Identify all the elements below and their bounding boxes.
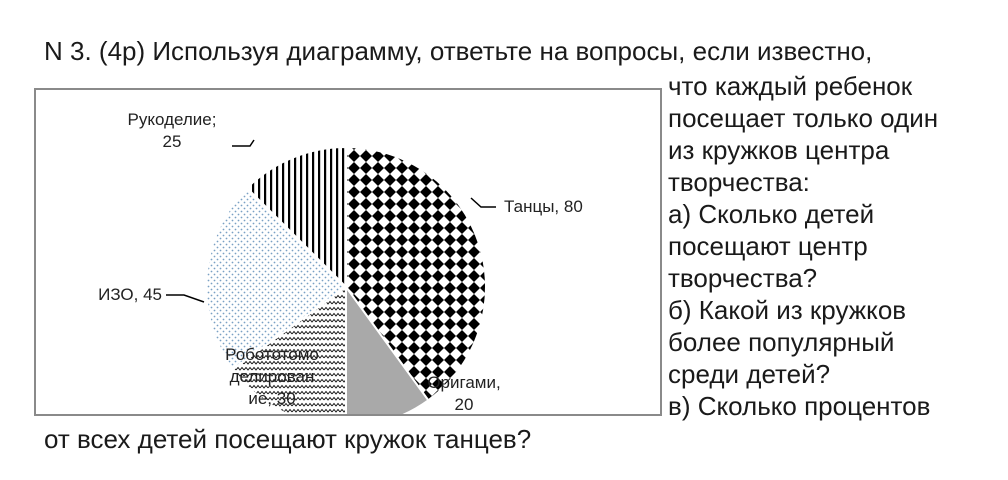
pie-leader-line-0: [470, 197, 496, 208]
side-line: что каждый ребенок: [668, 71, 913, 101]
pie-chart: Танцы, 80 Оригами, 20 Робототомо делирован ие…: [98, 110, 583, 414]
question-bottom-line: от всех детей посещают кружок танцев?: [44, 424, 532, 454]
question-side-text: что каждый ребенок посещает только один …: [668, 70, 938, 422]
pie-slice-4: [245, 145, 347, 290]
pie-slice-0: [345, 145, 487, 402]
pie-leader-line-4: [232, 139, 255, 147]
pie-data-label-3: ИЗО, 45: [98, 285, 162, 304]
pie-data-label-2: Робототомо делирован ие, 30: [225, 345, 319, 408]
pie-slice-3: [205, 186, 348, 371]
pie-data-label-1: Оригами, 20: [427, 373, 500, 414]
pie-slice-2: [231, 285, 347, 414]
side-line: среди детей?: [668, 359, 831, 389]
side-line: в) Сколько процентов: [668, 391, 931, 421]
pie-data-label-4: Рукоделие; 25: [128, 110, 217, 151]
pie-leader-line-3: [166, 294, 205, 303]
side-line: из кружков центра: [668, 135, 890, 165]
side-line: б) Какой из кружков: [668, 295, 907, 325]
side-line: посещают центр: [668, 231, 868, 261]
side-line: творчества:: [668, 167, 810, 197]
side-line: более популярный: [668, 327, 895, 357]
pie-data-label-0: Танцы, 80: [504, 197, 583, 216]
side-line: а) Сколько детей: [668, 199, 875, 229]
pie-slice-1: [345, 283, 430, 414]
side-line: посещает только один: [668, 103, 939, 133]
question-title-line: N 3. (4р) Используя диаграмму, ответьте …: [44, 36, 873, 66]
pie-chart-frame: Танцы, 80 Оригами, 20 Робототомо делирован ие…: [34, 88, 662, 416]
side-line: творчества?: [668, 263, 818, 293]
